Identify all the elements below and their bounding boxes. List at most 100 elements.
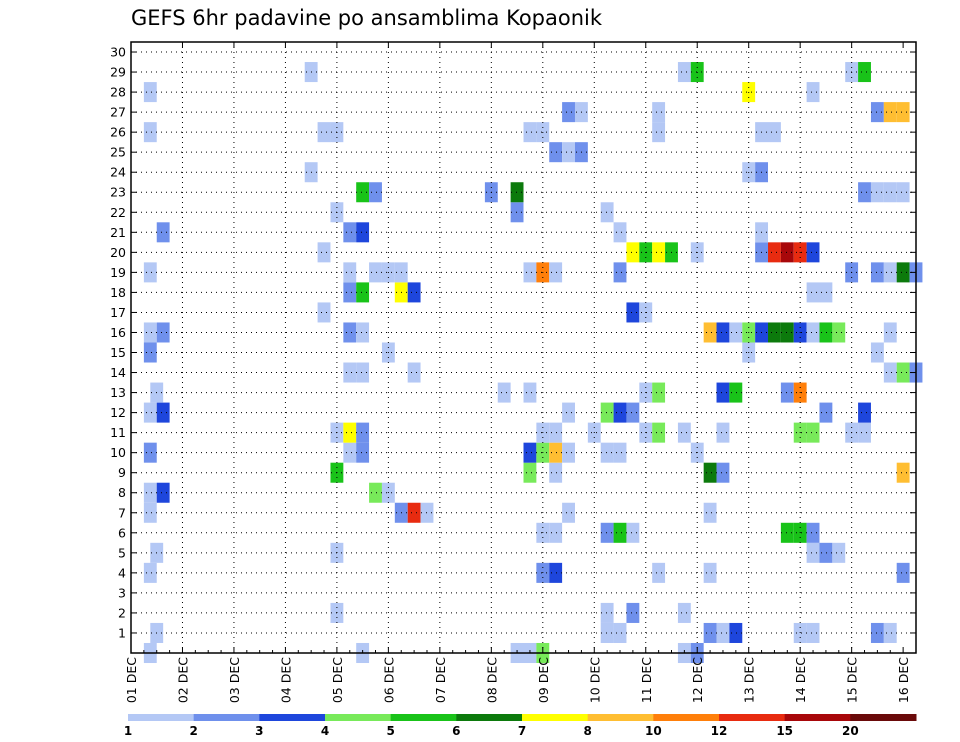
heatmap-cell (780, 242, 794, 263)
heatmap-cell (703, 562, 717, 583)
heatmap-cell (562, 502, 575, 523)
y-tick-label: 13 (110, 385, 126, 400)
heatmap-cell (652, 242, 666, 263)
heatmap-cell (870, 102, 884, 123)
heatmap-cell (613, 522, 627, 543)
heatmap-cell (870, 182, 884, 203)
heatmap-cell (716, 622, 730, 643)
heatmap-cell (806, 522, 820, 543)
heatmap-cell (317, 242, 331, 263)
heatmap-cell (510, 182, 524, 203)
heatmap-cell (356, 282, 370, 303)
colorbar-label: 4 (321, 724, 329, 738)
y-tick-label: 8 (118, 485, 126, 500)
heatmap-cell (356, 222, 370, 243)
heatmap-cell (819, 322, 833, 343)
heatmap-cell (703, 322, 717, 343)
heatmap-cell (156, 402, 170, 423)
heatmap-cell (883, 622, 897, 643)
heatmap-cell (143, 122, 157, 143)
colorbar-label: 5 (386, 724, 394, 738)
heatmap-cell (819, 402, 833, 423)
heatmap-cell (677, 62, 691, 83)
x-tick-label: 02 DEC (176, 657, 191, 703)
heatmap-cell (858, 422, 871, 443)
heatmap-cell (883, 362, 897, 383)
heatmap-cell (356, 442, 370, 463)
heatmap-cell (729, 622, 743, 643)
heatmap-cell (549, 462, 563, 483)
heatmap-cell (870, 262, 884, 283)
x-tick-label: 05 DEC (330, 657, 345, 703)
heatmap-cell (716, 322, 730, 343)
heatmap-cell (896, 562, 910, 583)
heatmap-cell (896, 182, 910, 203)
heatmap-cell (677, 422, 691, 443)
heatmap-cell (819, 542, 833, 563)
heatmap-cell (600, 622, 614, 643)
y-tick-label: 1 (118, 625, 126, 640)
colorbar-segment (719, 714, 786, 721)
y-tick-label: 27 (110, 105, 126, 120)
heatmap-cell (356, 422, 370, 443)
heatmap-cell (806, 282, 820, 303)
heatmap-cell (369, 182, 382, 203)
heatmap-cell (562, 142, 575, 163)
heatmap-cell (510, 202, 524, 223)
y-tick-label: 9 (118, 465, 126, 480)
heatmap-cell (343, 362, 357, 383)
heatmap-cell (156, 222, 170, 243)
heatmap-cell (652, 102, 666, 123)
colorbar-segment (784, 714, 851, 721)
heatmap-cell (523, 122, 537, 143)
colorbar-label: 10 (645, 724, 662, 738)
grid-layer (131, 42, 916, 653)
heatmap-cell (549, 522, 563, 543)
colorbar-label: 3 (255, 724, 263, 738)
heatmap-cell (143, 402, 157, 423)
axis-layer: 1234567891011121314151617181920212223242… (110, 41, 917, 703)
heatmap-cell (896, 102, 910, 123)
heatmap-cell (523, 262, 537, 283)
heatmap-cell (652, 382, 666, 403)
x-tick-label: 07 DEC (433, 657, 448, 703)
heatmap-cell (143, 342, 157, 363)
heatmap-cell (780, 382, 794, 403)
heatmap-cell (613, 222, 627, 243)
heatmap-cell (716, 462, 730, 483)
heatmap-cell (562, 442, 575, 463)
heatmap-cell (677, 602, 691, 623)
colorbar-segment (653, 714, 720, 721)
heatmap-cell (806, 322, 820, 343)
x-tick-label: 01 DEC (124, 657, 139, 703)
x-tick-label: 12 DEC (690, 657, 705, 703)
y-tick-label: 6 (118, 525, 126, 540)
heatmap-cell (626, 602, 640, 623)
heatmap-cell (369, 482, 382, 503)
y-tick-label: 26 (110, 125, 126, 140)
heatmap-cell (356, 182, 370, 203)
heatmap-cell (858, 182, 871, 203)
heatmap-cell (549, 142, 563, 163)
heatmap-cell (729, 322, 743, 343)
heatmap-cell (870, 622, 884, 643)
colorbar: 1 2 3 4 5 6 7 8 10 12 15 20 (124, 714, 917, 738)
x-tick-label: 08 DEC (484, 657, 499, 703)
colorbar-label: 2 (189, 724, 197, 738)
heatmap-cell (549, 422, 563, 443)
heatmap-cell (768, 122, 781, 143)
x-tick-label: 13 DEC (742, 657, 757, 703)
x-tick-label: 04 DEC (278, 657, 293, 703)
y-tick-label: 10 (110, 445, 126, 460)
x-tick-label: 10 DEC (587, 657, 602, 703)
colorbar-segment (325, 714, 392, 721)
heatmap-cell (703, 502, 717, 523)
y-tick-label: 5 (118, 545, 126, 560)
heatmap-cell (780, 322, 794, 343)
heatmap-cell (832, 322, 846, 343)
y-tick-label: 28 (110, 85, 126, 100)
heatmap-cell (806, 622, 820, 643)
colorbar-label: 15 (776, 724, 793, 738)
plot-frame (130, 41, 917, 654)
